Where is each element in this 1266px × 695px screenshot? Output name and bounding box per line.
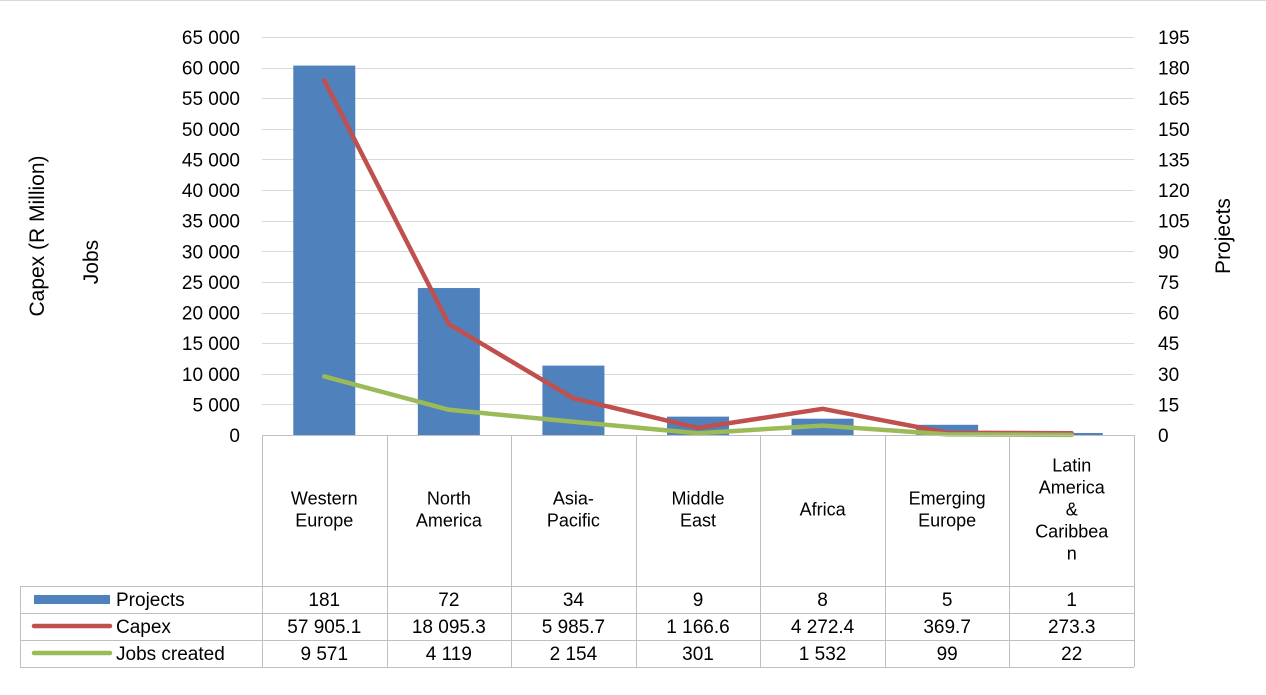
table-cell: 22 <box>1061 644 1082 665</box>
table-cell: 99 <box>937 644 958 665</box>
category-label: Asia- <box>553 489 594 509</box>
table-cell: 273.3 <box>1048 617 1096 638</box>
category-label: Europe <box>295 511 353 531</box>
category-label: East <box>680 511 716 531</box>
category-label: Pacific <box>547 511 600 531</box>
left-axis-tick-label: 30 000 <box>182 242 240 263</box>
right-axis-tick-label: 0 <box>1158 426 1169 447</box>
category-label: America <box>416 511 483 531</box>
series-point-jobs-created <box>1069 432 1074 437</box>
table-cell: 57 905.1 <box>287 617 361 638</box>
right-axis-tick-label: 180 <box>1158 59 1190 80</box>
bar-projects <box>916 424 979 435</box>
category-label: Caribbea <box>1035 522 1109 542</box>
table-cell: 301 <box>682 644 714 665</box>
left-axis-tick-label: 65 000 <box>182 28 240 49</box>
left-axis-title: Capex (R Million) <box>26 155 49 316</box>
series-point-capex <box>820 406 825 411</box>
left-axis-tick-label: 50 000 <box>182 120 240 141</box>
left-axis-tick-label: 40 000 <box>182 181 240 202</box>
table-cell: 5 985.7 <box>542 617 605 638</box>
series-point-jobs-created <box>820 423 825 428</box>
table-cell: 1 <box>1066 590 1077 611</box>
category-label: & <box>1066 500 1078 520</box>
table-cell: 18 095.3 <box>412 617 486 638</box>
left-axis-tick-label: 45 000 <box>182 150 240 171</box>
right-axis-tick-label: 30 <box>1158 365 1179 386</box>
table-cell: 4 272.4 <box>791 617 855 638</box>
category-label: n <box>1067 544 1077 564</box>
left-axis-tick-label: 15 000 <box>182 334 240 355</box>
category-label: North <box>427 489 471 509</box>
right-axis-tick-label: 45 <box>1158 334 1179 355</box>
category-label: America <box>1039 478 1106 498</box>
table-cell: 181 <box>308 590 340 611</box>
right-axis-tick-label: 135 <box>1158 150 1190 171</box>
chart-frame-top-border <box>0 0 1266 1</box>
table-row-header: Capex <box>116 617 171 638</box>
category-label: Emerging <box>909 489 986 509</box>
category-label: Europe <box>918 511 976 531</box>
series-point-capex <box>696 425 700 430</box>
table-cell: 1 166.6 <box>666 617 729 638</box>
left-axis-tick-label: 25 000 <box>182 273 240 294</box>
right-axis-tick-label: 105 <box>1158 212 1190 233</box>
left-axis-tick-label: 10 000 <box>182 365 240 386</box>
right-axis-tick-label: 120 <box>1158 181 1190 202</box>
table-cell: 8 <box>817 590 828 611</box>
table-cell: 1 532 <box>799 644 847 665</box>
table-row-header: Projects <box>116 590 185 611</box>
right-axis-tick-label: 90 <box>1158 242 1179 263</box>
legend-key-projects <box>34 595 110 604</box>
series-point-capex <box>571 396 576 401</box>
table-cell: 9 571 <box>301 644 349 665</box>
category-label: Africa <box>800 500 847 520</box>
left-axis-tick-label: 5 000 <box>192 395 240 416</box>
left-axis-tick-label: 20 000 <box>182 304 240 325</box>
left-axis-tick-label: 35 000 <box>182 212 240 233</box>
table-row-header: Jobs created <box>116 644 225 665</box>
series-point-jobs-created <box>571 419 576 424</box>
right-axis-tick-label: 195 <box>1158 28 1190 49</box>
right-axis-tick-label: 150 <box>1158 120 1190 141</box>
table-cell: 72 <box>438 590 459 611</box>
category-label: Western <box>291 489 358 509</box>
bar-projects <box>293 65 356 436</box>
series-point-jobs-created <box>446 407 451 412</box>
left-axis-title-jobs: Jobs <box>80 240 103 284</box>
right-axis-tick-label: 60 <box>1158 304 1179 325</box>
table-cell: 2 154 <box>550 644 598 665</box>
series-point-jobs-created <box>696 431 700 436</box>
left-axis-tick-label: 60 000 <box>182 59 240 80</box>
right-axis-tick-label: 15 <box>1158 395 1179 416</box>
right-axis-tick-label: 165 <box>1158 89 1190 110</box>
table-cell: 4 119 <box>426 644 472 665</box>
table-cell: 5 <box>942 590 953 611</box>
category-label: Middle <box>671 489 724 509</box>
category-label: Latin <box>1052 456 1091 476</box>
table-cell: 34 <box>563 590 585 611</box>
left-axis-tick-label: 0 <box>229 426 240 447</box>
table-cell: 369.7 <box>923 617 971 638</box>
table-cell: 9 <box>693 590 704 611</box>
series-point-jobs-created <box>322 374 327 379</box>
right-axis-title: Projects <box>1212 198 1235 274</box>
left-axis-tick-label: 55 000 <box>182 89 240 110</box>
series-point-capex <box>446 322 451 327</box>
right-axis-tick-label: 75 <box>1158 273 1179 294</box>
series-point-capex <box>322 78 327 83</box>
